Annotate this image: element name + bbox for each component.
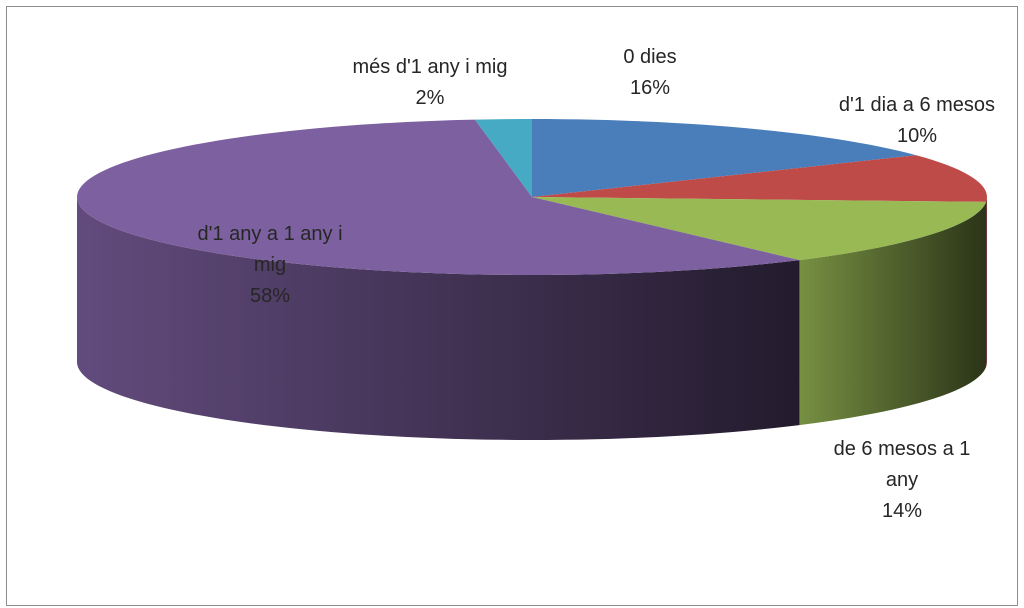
slice-label-3: d'1 any a 1 any i mig 58% [197, 223, 342, 307]
slice-label-0: 0 dies 16% [623, 46, 676, 99]
pie-slice-3 [77, 119, 800, 275]
pie-slice-0 [532, 119, 917, 197]
slice-label-1: d'1 dia a 6 mesos 10% [839, 94, 995, 147]
pie-side-2 [799, 201, 987, 426]
slice-label-4: més d'1 any i mig 2% [353, 56, 508, 109]
pie-slice-4 [474, 119, 532, 197]
pie-slice-1 [532, 155, 987, 202]
pie-side-3 [77, 197, 800, 440]
slice-label-2: de 6 mesos a 1 any 14% [834, 438, 971, 522]
pie-slice-2 [532, 197, 987, 261]
pie-side-1 [986, 197, 987, 367]
